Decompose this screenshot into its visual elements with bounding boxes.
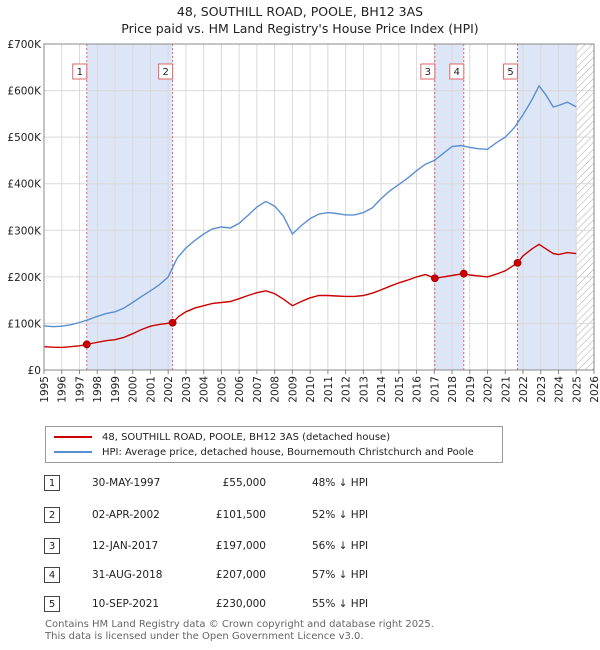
- legend-swatch-price: [54, 436, 92, 438]
- x-tick-label: 2014: [376, 376, 388, 403]
- x-tick-label: 2005: [216, 376, 228, 403]
- transaction-date: 02-APR-2002: [92, 509, 160, 521]
- x-tick-label: 2007: [252, 376, 264, 403]
- x-tick-label: 2020: [483, 376, 495, 403]
- shaded-period: [517, 44, 577, 370]
- transaction-number: 4: [44, 567, 60, 583]
- sale-point: [168, 318, 177, 327]
- y-tick-label: £0: [28, 365, 41, 377]
- sale-label-box: [158, 63, 174, 80]
- forecast-hatch: [576, 44, 594, 370]
- transaction-price: £101,500: [215, 509, 266, 521]
- sale-label-box: [72, 63, 88, 80]
- y-tick-label: £100K: [7, 318, 42, 330]
- sale-point: [459, 269, 468, 278]
- shaded-period: [434, 44, 464, 370]
- sale-point: [513, 258, 522, 267]
- sale-label: 5: [507, 67, 513, 78]
- y-tick-label: £700K: [7, 39, 42, 51]
- sale-point: [82, 340, 91, 349]
- sale-label-box: [420, 63, 436, 80]
- shaded-period: [86, 44, 173, 370]
- transaction-number: 3: [44, 538, 60, 554]
- y-tick-label: £200K: [7, 272, 42, 284]
- sale-label: 4: [454, 67, 460, 78]
- legend-item-price: 48, SOUTHILL ROAD, POOLE, BH12 3AS (deta…: [54, 430, 390, 444]
- footer: Contains HM Land Registry data © Crown c…: [45, 619, 434, 643]
- legend-label-hpi: HPI: Average price, detached house, Bour…: [102, 446, 474, 458]
- x-tick-label: 2013: [358, 376, 370, 403]
- x-tick-label: 2015: [394, 376, 406, 403]
- transaction-price: £197,000: [215, 540, 266, 552]
- x-tick-label: 2001: [145, 376, 157, 403]
- x-tick-label: 1998: [92, 376, 104, 403]
- transaction-date: 12-JAN-2017: [92, 540, 159, 552]
- x-tick-label: 2023: [536, 376, 548, 403]
- x-tick-label: 2002: [163, 376, 175, 403]
- plot-frame: [43, 43, 595, 371]
- transaction-date: 30-MAY-1997: [92, 477, 161, 489]
- x-tick-label: 2009: [287, 376, 299, 403]
- x-tick-label: 2017: [429, 376, 441, 403]
- transaction-hpi: 57% ↓ HPI: [312, 569, 369, 581]
- x-tick-label: 2011: [323, 376, 335, 403]
- x-tick-label: 1996: [57, 376, 69, 403]
- y-tick-label: £300K: [7, 225, 42, 237]
- legend: 48, SOUTHILL ROAD, POOLE, BH12 3AS (deta…: [45, 426, 503, 463]
- x-tick-label: 2024: [554, 376, 566, 403]
- transaction-number: 1: [44, 475, 60, 491]
- x-tick-label: 2004: [199, 376, 211, 403]
- x-tick-label: 2025: [571, 376, 583, 403]
- y-tick-label: £600K: [7, 86, 42, 98]
- transaction-hpi: 52% ↓ HPI: [312, 509, 369, 521]
- price-chart: 1 2 3 4 5 £0 £100K £200K £300K £400K £500K £600K £7…: [7, 39, 600, 403]
- x-tick-label: 2006: [234, 376, 246, 403]
- x-tick-label: 1995: [39, 376, 51, 403]
- sale-label: 3: [425, 67, 431, 78]
- x-tick-label: 2021: [500, 376, 512, 403]
- transaction-date: 10-SEP-2021: [92, 598, 160, 610]
- sale-label-box: [449, 63, 465, 80]
- x-tick-label: 2022: [518, 376, 530, 403]
- transaction-price: £55,000: [222, 477, 266, 489]
- transaction-hpi: 48% ↓ HPI: [312, 477, 369, 489]
- sale-label-box: [503, 63, 519, 80]
- transaction-number: 5: [44, 596, 60, 612]
- x-tick-label: 2019: [465, 376, 477, 403]
- footer-copyright: Contains HM Land Registry data © Crown c…: [45, 619, 434, 630]
- transaction-hpi: 56% ↓ HPI: [312, 540, 369, 552]
- sale-point: [430, 274, 439, 283]
- x-tick-label: 2026: [589, 376, 600, 403]
- x-tick-label: 2010: [305, 376, 317, 403]
- x-tick-label: 2003: [181, 376, 193, 403]
- x-tick-label: 2000: [128, 376, 140, 403]
- series-line-hpi: [43, 84, 577, 328]
- sale-label: 1: [77, 67, 83, 78]
- legend-label-price: 48, SOUTHILL ROAD, POOLE, BH12 3AS (deta…: [102, 431, 391, 443]
- x-tick-label: 1997: [74, 376, 86, 403]
- x-tick-label: 1999: [110, 376, 122, 403]
- transaction-price: £230,000: [215, 598, 266, 610]
- sale-label: 2: [162, 67, 168, 78]
- y-tick-label: £500K: [7, 132, 42, 144]
- legend-item-hpi: HPI: Average price, detached house, Bour…: [54, 445, 474, 459]
- transaction-number: 2: [44, 507, 60, 523]
- transaction-date: 31-AUG-2018: [92, 569, 163, 581]
- footer-licence: This data is licensed under the Open Gov…: [45, 631, 364, 642]
- x-tick-label: 2018: [447, 376, 459, 403]
- series-line-price-paid: [43, 243, 577, 349]
- x-tick-label: 2016: [412, 376, 424, 403]
- y-tick-label: £400K: [7, 179, 42, 191]
- chart-subtitle: Price paid vs. HM Land Registry's House …: [121, 21, 479, 36]
- transaction-hpi: 55% ↓ HPI: [312, 598, 369, 610]
- x-tick-label: 2012: [341, 376, 353, 403]
- legend-swatch-hpi: [54, 451, 92, 453]
- chart-title: 48, SOUTHILL ROAD, POOLE, BH12 3AS: [176, 4, 424, 19]
- x-tick-label: 2008: [270, 376, 282, 403]
- transaction-price: £207,000: [215, 569, 266, 581]
